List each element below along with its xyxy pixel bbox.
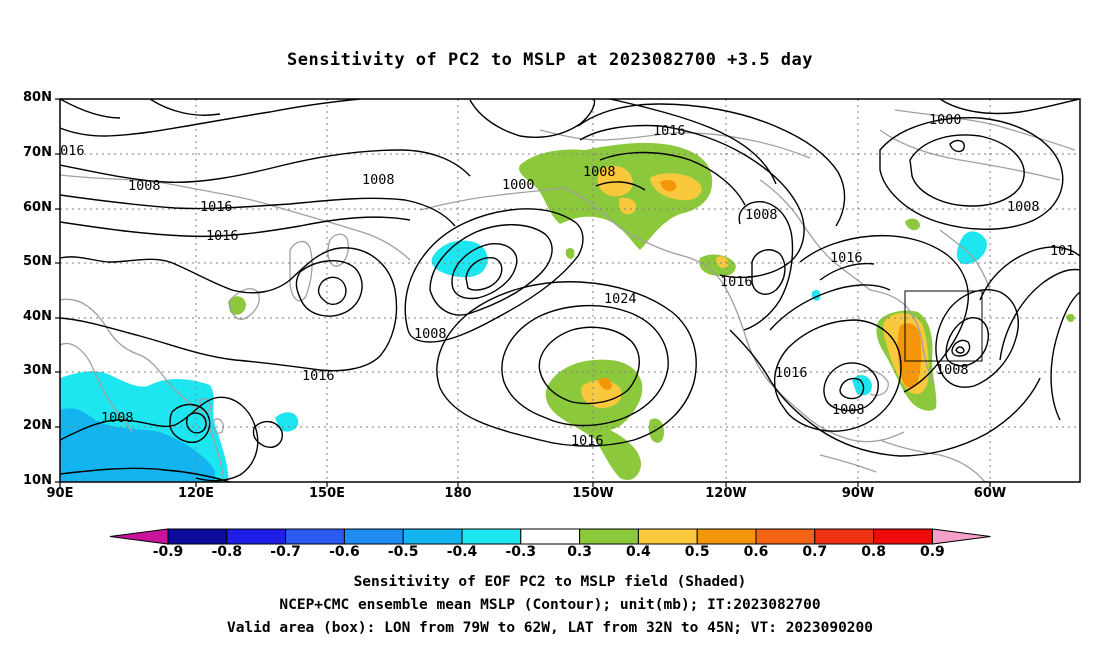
lon-label: 90E (46, 486, 74, 501)
lat-label: 50N (23, 254, 52, 269)
lon-label: 120E (177, 486, 215, 501)
contour-label: 1008 (936, 362, 969, 378)
contour-label: 1016 (720, 274, 753, 290)
contour-label: 1008 (1007, 199, 1040, 215)
contour-label: 1008 (583, 164, 616, 180)
shade-orange-bering (660, 180, 677, 192)
lat-label: 20N (23, 418, 52, 433)
lat-label: 40N (23, 309, 52, 324)
contour-label: 1008 (101, 410, 134, 426)
figure-title: Sensitivity of PC2 to MSLP at 2023082700… (286, 50, 813, 70)
colorbar-segment (226, 528, 287, 545)
colorbar-segment (461, 528, 522, 545)
shade-yellow-pacific (581, 380, 622, 408)
contour-label: 1000 (929, 112, 962, 128)
colorbar-tick-label: -0.4 (446, 544, 478, 560)
contour-label: 1016 (52, 143, 85, 159)
shade-lightblue-southasia (60, 408, 215, 482)
lon-label: 150E (308, 486, 346, 501)
shade-green-small2 (905, 218, 920, 231)
lon-label: 60W (973, 486, 1007, 501)
colorbar-tick-label: 0.8 (861, 544, 886, 560)
colorbar-tick-label: -0.6 (329, 544, 360, 560)
caption-line-3: Valid area (box): LON from 79W to 62W, L… (226, 620, 873, 636)
mslp-contours (60, 99, 1080, 482)
shade-green-hawaii (648, 418, 664, 443)
contour-labels: 1016 1008 1016 1016 1008 1016 1008 1008 … (52, 112, 1074, 449)
colorbar-tick-label: -0.3 (505, 544, 537, 560)
colorbar-tick-label: 0.6 (743, 544, 769, 560)
graticule (60, 99, 1080, 482)
lon-label: 150W (572, 486, 614, 501)
contour-label: 1016 (571, 433, 604, 449)
colorbar-segment (579, 528, 639, 545)
colorbar-segment (343, 528, 404, 545)
colorbar-right-arrow (931, 528, 991, 545)
contour-label: 1008 (832, 402, 865, 418)
colorbar-segment (696, 528, 757, 545)
colorbar-tick-label: -0.5 (387, 544, 419, 560)
contour-label: 1008 (362, 172, 395, 188)
lat-label: 70N (23, 145, 52, 160)
lat-label: 80N (23, 90, 52, 105)
shade-cyan-gulfmexico (852, 375, 872, 396)
colorbar-tick-label: -0.8 (211, 544, 243, 560)
contour-label: 1008 (414, 326, 447, 342)
colorbar-tick-label: 0.4 (625, 544, 651, 560)
colorbar-segment (814, 528, 875, 545)
contour-label: 1000 (502, 177, 535, 193)
lon-label: 180 (444, 486, 472, 501)
map-frame (59, 98, 1081, 483)
contour-label: 1024 (604, 291, 637, 307)
shade-yellow-bc (716, 256, 729, 268)
contour-label: 1008 (128, 178, 161, 194)
colorbar-segment (637, 528, 698, 545)
lat-label: 30N (23, 363, 52, 378)
shade-orange-pacific (598, 378, 612, 390)
contour-label: 1016 (302, 368, 335, 384)
shade-yellow-bering3 (619, 197, 637, 215)
shade-green-small3 (1066, 313, 1075, 323)
colorbar-tick-label: 0.5 (684, 544, 710, 560)
shade-cyan-atlantic (956, 231, 987, 265)
contour-label: 1016 (653, 123, 686, 139)
colorbar-tick-label: 0.9 (919, 544, 945, 560)
lon-label: 120W (705, 486, 747, 501)
colorbar-segment (167, 528, 228, 545)
shade-yellow-bering (597, 165, 633, 197)
colorbar-tick-label: -0.9 (152, 544, 184, 560)
contour-label: 1016 (775, 365, 808, 381)
colorbar-tick-label: -0.7 (270, 544, 301, 560)
shade-green-small1 (565, 248, 575, 259)
colorbar-segment (285, 528, 345, 545)
lat-label: 10N (23, 473, 52, 488)
shade-cyan-philippine (275, 412, 299, 432)
caption-line-1: Sensitivity of EOF PC2 to MSLP field (Sh… (353, 574, 747, 590)
colorbar-segment (520, 528, 581, 545)
shade-green-japan (228, 296, 246, 315)
colorbar-tick-label: 0.7 (802, 544, 828, 560)
valid-area-box (904, 290, 983, 362)
shade-green-bering (519, 142, 713, 250)
contour-label: 1016 (830, 250, 863, 266)
lon-label: 90W (841, 486, 875, 501)
shade-orange-eastcoast (897, 323, 922, 389)
colorbar-segment (755, 528, 816, 545)
axis-ticks (55, 98, 991, 487)
contour-label: 101 (1050, 243, 1074, 259)
colorbar-left-arrow (109, 528, 169, 545)
contour-label: 1016 (200, 199, 233, 215)
caption-line-2: NCEP+CMC ensemble mean MSLP (Contour); u… (279, 597, 821, 613)
contour-label: 1008 (745, 207, 778, 223)
lat-label: 60N (23, 200, 52, 215)
colorbar-tick-label: 0.3 (567, 544, 592, 560)
contour-label: 1016 (206, 228, 239, 244)
colorbar-segment (402, 528, 463, 545)
colorbar-segment (873, 528, 933, 545)
